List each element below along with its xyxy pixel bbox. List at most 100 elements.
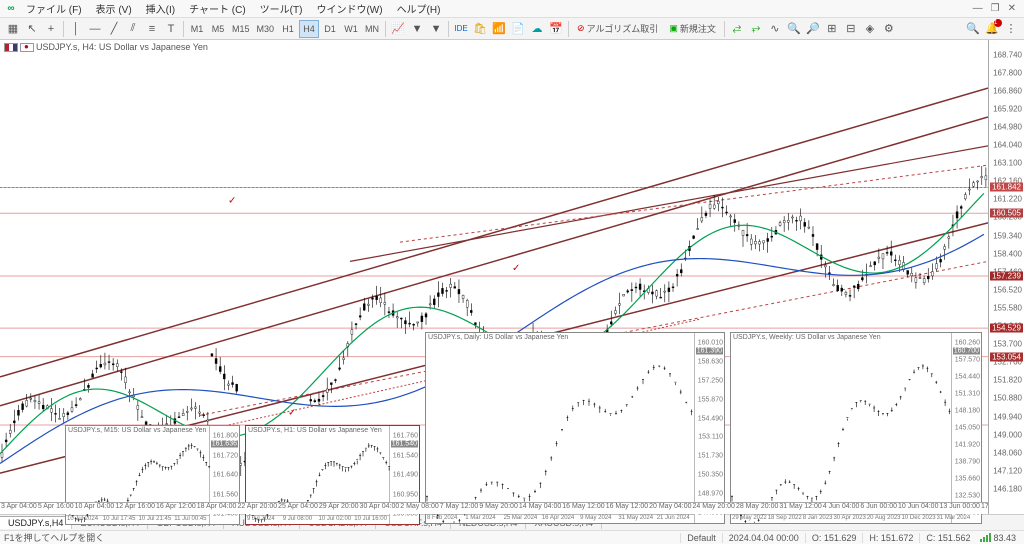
tf-m15[interactable]: M15: [229, 20, 253, 38]
search-icon[interactable]: 🔍: [964, 20, 982, 38]
price-tick: 167.800: [993, 68, 1022, 77]
algo-trading-button[interactable]: ⊘アルゴリズム取引: [572, 20, 663, 38]
price-tick: 155.580: [993, 303, 1022, 312]
price-level-badge: 157.239: [990, 272, 1023, 281]
market-icon[interactable]: 🛍: [471, 20, 489, 38]
autoscroll-icon[interactable]: ⥄: [728, 20, 746, 38]
menu-chart[interactable]: チャート (C): [183, 0, 252, 18]
time-tick: 30 Apr 04:00: [359, 503, 400, 514]
menu-view[interactable]: 表示 (V): [90, 0, 138, 18]
time-tick: 13 Jun 00:00: [938, 503, 979, 514]
menu-help[interactable]: ヘルプ(H): [391, 0, 447, 18]
price-tick: 164.980: [993, 123, 1022, 132]
script-icon[interactable]: 📄: [509, 20, 527, 38]
tf-m5[interactable]: M5: [208, 20, 228, 38]
time-tick: 16 May 12:00: [605, 503, 648, 514]
time-tick: 10 Apr 04:00: [74, 503, 115, 514]
indicators-icon[interactable]: ∿: [766, 20, 784, 38]
minimize-icon[interactable]: —: [973, 3, 983, 14]
shift-icon[interactable]: ⥅: [747, 20, 765, 38]
objects-icon[interactable]: ◈: [861, 20, 879, 38]
vps-icon[interactable]: ☁: [528, 20, 546, 38]
svg-text:✓: ✓: [288, 407, 296, 418]
crosshair-icon[interactable]: +: [42, 20, 60, 38]
menu-insert[interactable]: 挿入(I): [140, 0, 181, 18]
time-tick: 4 Jun 04:00: [822, 503, 860, 514]
cursor-icon[interactable]: ↖: [23, 20, 41, 38]
time-axis: 3 Apr 04:005 Apr 16:0010 Apr 04:0012 Apr…: [0, 502, 988, 514]
menu-tools[interactable]: ツール(T): [254, 0, 309, 18]
text-icon[interactable]: T: [162, 20, 180, 38]
time-tick: 3 Apr 04:00: [0, 503, 37, 514]
symbol-tab[interactable]: USDJPY.s,H4: [0, 516, 72, 529]
price-level-badge: 153.054: [990, 352, 1023, 361]
chart-candle-icon[interactable]: ▼: [408, 20, 426, 38]
fibo-icon[interactable]: ≡: [143, 20, 161, 38]
close-icon[interactable]: ✕: [1008, 3, 1016, 14]
chart-area[interactable]: USDJPY.s, H4: US Dollar vs Japanese Yen …: [0, 40, 1024, 514]
tf-h1[interactable]: H1: [278, 20, 298, 38]
strategy-icon[interactable]: ⚙: [880, 20, 898, 38]
new-chart-icon[interactable]: ▦: [4, 20, 22, 38]
ide-icon[interactable]: IDE: [452, 20, 470, 38]
settings-icon[interactable]: ⋮: [1002, 20, 1020, 38]
vline-icon[interactable]: │: [67, 20, 85, 38]
channel-icon[interactable]: ⫽: [124, 20, 142, 38]
tf-w1[interactable]: W1: [341, 20, 361, 38]
zoom-out-icon[interactable]: 🔎: [804, 20, 822, 38]
price-level-badge: 154.529: [990, 324, 1023, 333]
price-tick: 163.100: [993, 159, 1022, 168]
time-tick: 24 May 20:00: [692, 503, 735, 514]
alert-icon[interactable]: 🔔1: [983, 20, 1001, 38]
price-tick: 146.180: [993, 484, 1022, 493]
menu-file[interactable]: ファイル (F): [20, 0, 88, 18]
trendline-icon[interactable]: ╱: [105, 20, 123, 38]
app-logo-icon: ∞: [4, 2, 18, 16]
price-tick: 158.400: [993, 249, 1022, 258]
price-tick: 149.940: [993, 412, 1022, 421]
price-level-badge: 160.505: [990, 209, 1023, 218]
price-tick: 149.000: [993, 430, 1022, 439]
price-tick: 147.120: [993, 466, 1022, 475]
time-tick: 31 May 12:00: [778, 503, 821, 514]
tile-icon[interactable]: ⊞: [823, 20, 841, 38]
time-tick: 7 May 12:00: [439, 503, 479, 514]
window-controls: — ❐ ✕: [973, 3, 1020, 14]
maximize-icon[interactable]: ❐: [991, 3, 1000, 14]
time-tick: 12 Apr 16:00: [114, 503, 155, 514]
tf-m30[interactable]: M30: [254, 20, 278, 38]
time-tick: 28 May 20:00: [735, 503, 778, 514]
price-tick: 151.820: [993, 376, 1022, 385]
price-tick: 161.220: [993, 195, 1022, 204]
chart-title: USDJPY.s, H4: US Dollar vs Japanese Yen: [4, 42, 208, 52]
time-tick: 16 Apr 12:00: [155, 503, 196, 514]
tf-mn[interactable]: MN: [362, 20, 382, 38]
mini-chart-2[interactable]: USDJPY.s, Daily: US Dollar vs Japanese Y…: [425, 332, 725, 524]
price-tick: 150.880: [993, 394, 1022, 403]
time-tick: 14 May 04:00: [518, 503, 561, 514]
signals-icon[interactable]: 📶: [490, 20, 508, 38]
statusbar: F1を押してヘルプを開く Default 2024.04.04 00:00 O:…: [0, 530, 1024, 544]
calendar-icon[interactable]: 📅: [547, 20, 565, 38]
zoom-in-icon[interactable]: 🔍: [785, 20, 803, 38]
time-tick: 16 May 12:00: [561, 503, 604, 514]
template-icon[interactable]: ▼: [427, 20, 445, 38]
mini-chart-3[interactable]: USDJPY.s, Weekly: US Dollar vs Japanese …: [730, 332, 982, 524]
svg-text:✓: ✓: [512, 263, 520, 274]
chart-line-icon[interactable]: 📈: [389, 20, 407, 38]
price-tick: 153.700: [993, 340, 1022, 349]
flag-us-icon: [4, 43, 18, 52]
price-tick: 164.040: [993, 141, 1022, 150]
tf-d1[interactable]: D1: [320, 20, 340, 38]
menu-window[interactable]: ウインドウ(W): [310, 0, 388, 18]
grid-icon[interactable]: ⊟: [842, 20, 860, 38]
tf-h4[interactable]: H4: [299, 20, 319, 38]
hline-icon[interactable]: —: [86, 20, 104, 38]
flag-jp-icon: [20, 43, 34, 52]
tf-m1[interactable]: M1: [187, 20, 207, 38]
toolbar: ▦ ↖ + │ — ╱ ⫽ ≡ T M1 M5 M15 M30 H1 H4 D1…: [0, 18, 1024, 40]
time-tick: 9 May 20:00: [478, 503, 518, 514]
time-tick: 18 Apr 04:00: [196, 503, 237, 514]
time-tick: 20 May 04:00: [648, 503, 691, 514]
new-order-button[interactable]: ▣新規注文: [664, 20, 721, 38]
